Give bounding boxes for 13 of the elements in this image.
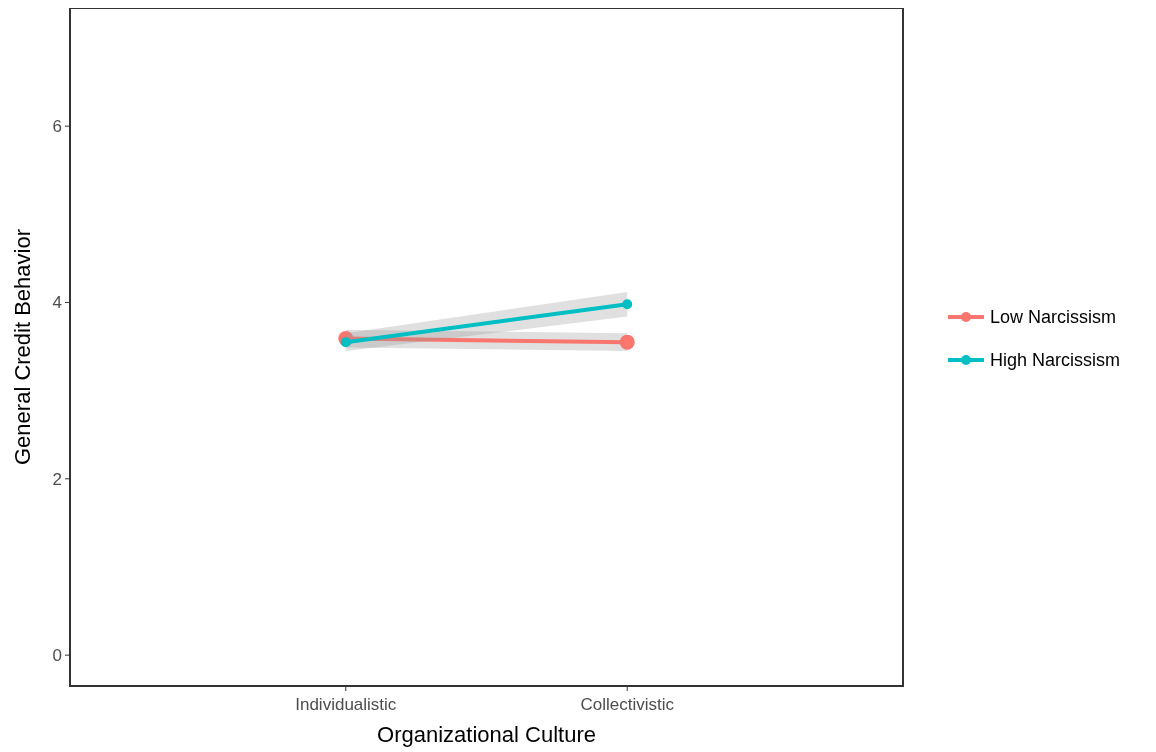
- x-tick-label: Collectivistic: [580, 695, 675, 714]
- y-tick-label: 0: [52, 646, 62, 666]
- point: [340, 337, 351, 348]
- x-axis-title: Organizational Culture: [377, 722, 596, 747]
- point: [619, 334, 635, 350]
- legend-label: Low Narcissism: [990, 307, 1117, 328]
- y-tick-label: 6: [52, 117, 62, 137]
- point: [622, 299, 633, 310]
- y-tick-label: 4: [52, 293, 62, 313]
- legend-label: High Narcissism: [990, 350, 1121, 371]
- x-tick-label: Individualistic: [295, 695, 397, 714]
- y-axis-title: General Credit Behavior: [10, 228, 35, 466]
- y-tick-label: 2: [52, 469, 62, 489]
